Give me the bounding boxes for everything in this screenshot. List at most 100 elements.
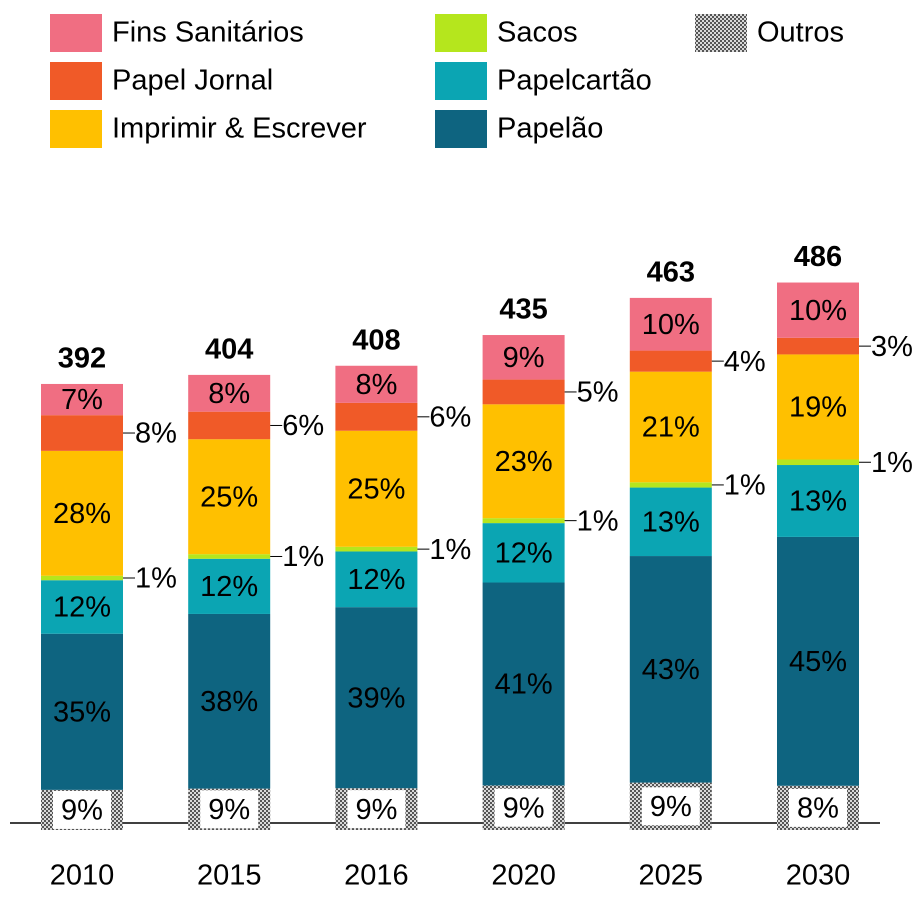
legend-swatch (695, 14, 747, 52)
legend-label: Sacos (497, 17, 578, 49)
x-tick-label: 2016 (344, 860, 409, 892)
data-label: 9% (503, 342, 545, 374)
data-label: 45% (789, 646, 847, 678)
bar-segment (777, 354, 859, 460)
data-label: 1% (282, 541, 324, 573)
data-label: 23% (495, 446, 553, 478)
legend-label: Papel Jornal (112, 65, 273, 97)
bar-segment (188, 374, 271, 412)
bar-segment (629, 297, 712, 351)
legend-swatch (435, 110, 487, 148)
x-tick-label: 2010 (50, 860, 115, 892)
data-label: 6% (429, 401, 471, 433)
bar-segment (41, 580, 123, 634)
data-label: 9% (61, 795, 103, 827)
legend-label: Imprimir & Escrever (112, 113, 367, 145)
bar-segment (629, 371, 712, 483)
total-label: 392 (58, 343, 106, 375)
data-label: 5% (577, 377, 619, 409)
label-box (53, 790, 111, 829)
legend-swatch (50, 110, 102, 148)
data-label: 8% (797, 793, 839, 825)
data-label: 8% (208, 378, 250, 410)
data-label: 39% (347, 682, 405, 714)
bar-segment (335, 607, 418, 789)
data-label: 6% (282, 410, 324, 442)
total-label: 435 (499, 294, 547, 326)
legend-label: Outros (757, 17, 844, 49)
bar-segment (482, 523, 565, 583)
bar-segment (188, 554, 271, 559)
x-tick-label: 2025 (639, 860, 704, 892)
data-label: 10% (642, 309, 700, 341)
bar-segment (629, 556, 712, 783)
bar-segment (482, 335, 565, 380)
data-label: 28% (53, 498, 111, 530)
bar-segment (335, 546, 418, 552)
data-label: 1% (871, 447, 913, 479)
data-label: 12% (347, 564, 405, 596)
data-label: 12% (200, 571, 258, 603)
data-label: 9% (503, 792, 545, 824)
data-label: 12% (495, 537, 553, 569)
data-label: 9% (355, 794, 397, 826)
bar-segment (777, 282, 859, 338)
bar-segment (629, 482, 712, 488)
data-label: 21% (642, 412, 700, 444)
total-label: 463 (647, 257, 695, 289)
bar-segment (188, 411, 271, 440)
data-label: 3% (871, 331, 913, 363)
data-label: 4% (724, 346, 766, 378)
bar-segment (188, 613, 271, 789)
data-label: 43% (642, 654, 700, 686)
bar-segment (41, 575, 123, 581)
bar-segment (482, 518, 565, 524)
data-label: 19% (789, 392, 847, 424)
data-label: 13% (642, 506, 700, 538)
bar-segment (188, 439, 271, 555)
data-label: 13% (789, 486, 847, 518)
label-box (347, 790, 406, 829)
bar-segment (482, 379, 565, 405)
label-box (641, 787, 700, 826)
total-label: 486 (794, 241, 842, 273)
bar-segment (482, 404, 565, 519)
bar-segment (188, 558, 271, 614)
legend-swatch (435, 62, 487, 100)
data-label: 7% (61, 384, 103, 416)
bar-segment (777, 536, 859, 786)
bar-segment (777, 465, 859, 537)
bar-segment (335, 365, 418, 403)
data-label: 1% (429, 534, 471, 566)
bar-segment (777, 459, 859, 466)
bar-segment (335, 430, 418, 547)
legend-label: Fins Sanitários (112, 17, 304, 49)
total-label: 408 (352, 324, 400, 356)
label-box (789, 788, 847, 827)
legend-swatch (50, 14, 102, 52)
data-label: 10% (789, 295, 847, 327)
bar-segment (777, 337, 859, 355)
bar-segment (482, 582, 565, 786)
data-label: 25% (200, 481, 258, 513)
legend-swatch (435, 14, 487, 52)
label-box (494, 788, 553, 827)
bar-segment (41, 383, 123, 416)
data-label: 12% (53, 592, 111, 624)
bar-segment (335, 402, 418, 431)
data-label: 1% (135, 563, 177, 595)
legend-label: Papelcartão (497, 65, 652, 97)
legend-swatch (50, 62, 102, 100)
data-label: 8% (355, 369, 397, 401)
legend-label: Papelão (497, 113, 603, 145)
total-label: 404 (205, 334, 253, 366)
bar-segment (629, 487, 712, 557)
data-label: 38% (200, 686, 258, 718)
data-label: 1% (724, 470, 766, 502)
data-label: 41% (495, 669, 553, 701)
data-label: 9% (650, 791, 692, 823)
data-label: 1% (577, 505, 619, 537)
bar-segment (41, 633, 123, 790)
data-label: 25% (347, 473, 405, 505)
